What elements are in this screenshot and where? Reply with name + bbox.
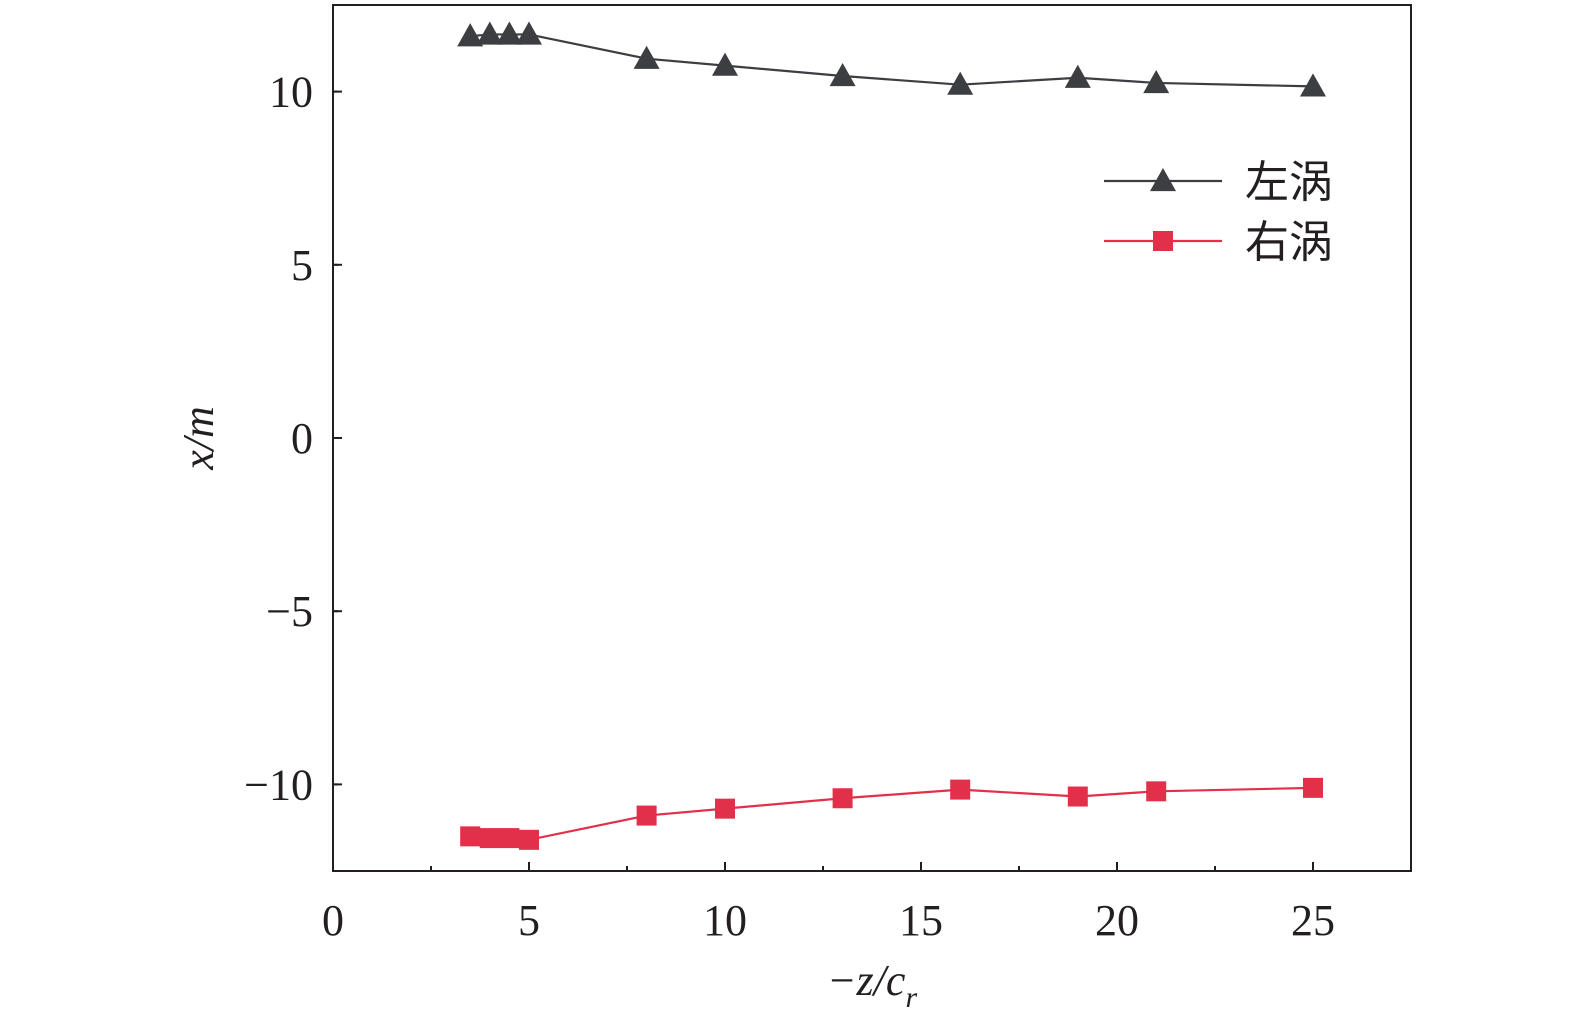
data-point xyxy=(712,52,738,76)
y-axis-title: x/m xyxy=(174,406,223,471)
data-point xyxy=(1146,781,1167,802)
x-tick-label: 15 xyxy=(899,896,943,945)
data-point xyxy=(950,779,971,800)
y-axis-ticks: −10 −5 0 5 10 xyxy=(244,68,342,809)
data-point xyxy=(479,828,500,849)
x-tick-label: 10 xyxy=(703,896,747,945)
legend-item: 左涡 xyxy=(1104,157,1333,208)
y-tick-label: −10 xyxy=(244,760,313,809)
data-point xyxy=(519,829,539,850)
series-line xyxy=(470,33,1314,88)
data-point xyxy=(496,21,523,45)
data-point xyxy=(476,21,503,45)
data-point xyxy=(1064,64,1091,88)
data-point xyxy=(636,805,657,826)
y-tick-label: 10 xyxy=(269,68,313,117)
plot-frame xyxy=(332,4,1412,872)
series-2 xyxy=(460,777,1323,850)
series-line xyxy=(470,786,1314,841)
legend-label: 右涡 xyxy=(1245,217,1333,268)
series-1 xyxy=(457,21,1326,97)
data-point xyxy=(715,798,735,819)
y-tick-label: 0 xyxy=(291,414,313,463)
y-tick-label: 5 xyxy=(291,241,313,290)
x-tick-label: 0 xyxy=(322,896,344,945)
data-point xyxy=(829,63,856,87)
legend-label: 左涡 xyxy=(1245,157,1333,208)
data-point xyxy=(457,23,484,47)
y-tick-label: −5 xyxy=(266,587,313,636)
x-axis-title: −z/cr xyxy=(827,956,918,1014)
legend-marker xyxy=(1153,231,1173,251)
x-axis-ticks: 0 5 10 15 20 25 xyxy=(322,862,1335,945)
data-point xyxy=(516,21,542,45)
data-point xyxy=(947,71,974,95)
data-point xyxy=(499,828,520,849)
data-point xyxy=(460,826,481,847)
x-tick-label: 20 xyxy=(1095,896,1139,945)
data-point xyxy=(1303,777,1323,798)
x-axis-title-main: −z/c xyxy=(827,956,906,1005)
legend-item: 右涡 xyxy=(1104,217,1333,268)
x-tick-label: 5 xyxy=(518,896,540,945)
x-tick-label: 25 xyxy=(1291,896,1335,945)
data-point xyxy=(1143,69,1170,94)
series-layer xyxy=(457,21,1326,850)
x-axis-title-subscript: r xyxy=(905,981,917,1014)
data-point xyxy=(1300,73,1326,97)
data-point xyxy=(633,45,660,69)
data-point xyxy=(1067,786,1088,807)
data-point xyxy=(832,788,853,809)
legend-marker xyxy=(1150,168,1176,192)
